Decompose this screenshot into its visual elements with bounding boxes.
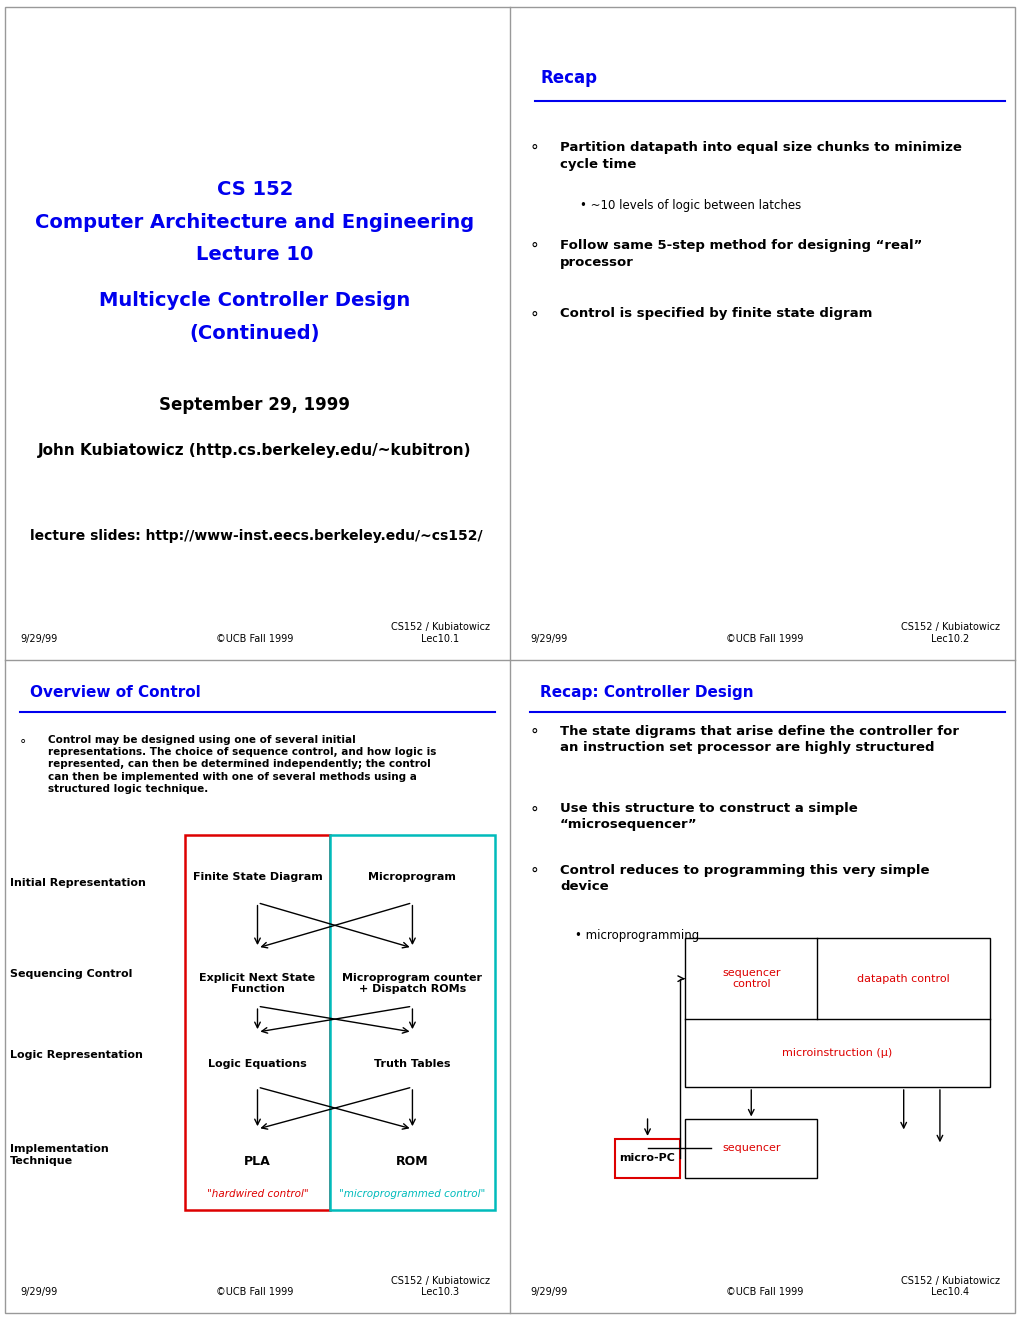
Text: CS 152: CS 152 (217, 180, 292, 199)
Bar (614, 1139, 680, 1177)
Text: ROM: ROM (395, 1155, 428, 1168)
Text: Implementation
Technique: Implementation Technique (10, 1144, 109, 1166)
Text: CS152 / Kubiatowicz
Lec10.3: CS152 / Kubiatowicz Lec10.3 (390, 1275, 489, 1298)
Text: °: ° (530, 867, 537, 882)
Text: Partition datapath into equal size chunks to minimize
cycle time: Partition datapath into equal size chunk… (559, 140, 961, 170)
Bar (685, 939, 988, 1088)
Text: • microprogramming: • microprogramming (575, 928, 699, 941)
Text: Follow same 5-step method for designing “real”
processor: Follow same 5-step method for designing … (559, 239, 921, 268)
Text: micro-PC: micro-PC (619, 1154, 675, 1163)
Text: Multicycle Controller Design: Multicycle Controller Design (99, 292, 411, 310)
Text: °: ° (530, 310, 537, 326)
Text: °: ° (20, 738, 26, 751)
Text: "microprogrammed control": "microprogrammed control" (339, 1189, 485, 1199)
Text: PLA: PLA (244, 1155, 271, 1168)
Text: microinstruction (μ): microinstruction (μ) (782, 1048, 892, 1059)
Text: CS152 / Kubiatowicz
Lec10.2: CS152 / Kubiatowicz Lec10.2 (900, 622, 999, 644)
Text: Microprogram counter
+ Dispatch ROMs: Microprogram counter + Dispatch ROMs (342, 973, 482, 994)
Text: sequencer: sequencer (721, 1143, 780, 1154)
Text: °: ° (530, 144, 537, 158)
Text: Microprogram: Microprogram (368, 871, 455, 882)
Text: (Continued): (Continued) (190, 323, 320, 343)
Text: Control reduces to programming this very simple
device: Control reduces to programming this very… (559, 863, 928, 892)
Text: ©UCB Fall 1999: ©UCB Fall 1999 (726, 1287, 803, 1298)
Text: Overview of Control: Overview of Control (31, 685, 201, 700)
Text: Initial Representation: Initial Representation (10, 878, 146, 888)
Text: °: ° (530, 729, 537, 743)
Text: John Kubiatowicz (http.cs.berkeley.edu/~kubitron): John Kubiatowicz (http.cs.berkeley.edu/~… (38, 444, 471, 458)
Text: °: ° (530, 805, 537, 821)
Text: 9/29/99: 9/29/99 (530, 634, 567, 644)
Bar (685, 1119, 816, 1177)
Text: Use this structure to construct a simple
“microsequencer”: Use this structure to construct a simple… (559, 803, 857, 832)
Text: 9/29/99: 9/29/99 (20, 1287, 57, 1298)
Text: Recap: Recap (540, 70, 596, 87)
Text: The state digrams that arise define the controller for
an instruction set proces: The state digrams that arise define the … (559, 725, 958, 754)
Text: Explicit Next State
Function: Explicit Next State Function (200, 973, 315, 994)
Text: Logic Equations: Logic Equations (208, 1060, 307, 1069)
Text: Control is specified by finite state digram: Control is specified by finite state dig… (559, 308, 871, 321)
Text: CS152 / Kubiatowicz
Lec10.4: CS152 / Kubiatowicz Lec10.4 (900, 1275, 999, 1298)
Text: September 29, 1999: September 29, 1999 (159, 396, 351, 414)
Text: Logic Representation: Logic Representation (10, 1049, 143, 1060)
Text: °: ° (530, 242, 537, 257)
Text: Computer Architecture and Engineering: Computer Architecture and Engineering (36, 213, 474, 232)
Text: 9/29/99: 9/29/99 (20, 634, 57, 644)
Text: 9/29/99: 9/29/99 (530, 1287, 567, 1298)
Text: "hardwired control": "hardwired control" (207, 1189, 308, 1199)
Text: ©UCB Fall 1999: ©UCB Fall 1999 (726, 634, 803, 644)
Text: Lecture 10: Lecture 10 (196, 246, 314, 264)
Text: Recap: Controller Design: Recap: Controller Design (540, 685, 753, 700)
Text: Sequencing Control: Sequencing Control (10, 969, 132, 979)
Text: Finite State Diagram: Finite State Diagram (193, 871, 322, 882)
Bar (184, 834, 330, 1210)
Text: sequencer
control: sequencer control (721, 968, 780, 990)
Text: • ~10 levels of logic between latches: • ~10 levels of logic between latches (580, 199, 801, 213)
Text: ©UCB Fall 1999: ©UCB Fall 1999 (216, 634, 293, 644)
Text: ©UCB Fall 1999: ©UCB Fall 1999 (216, 1287, 293, 1298)
Text: datapath control: datapath control (857, 974, 949, 983)
Text: Control may be designed using one of several initial
representations. The choice: Control may be designed using one of sev… (48, 734, 435, 795)
Text: lecture slides: http://www-inst.eecs.berkeley.edu/~cs152/: lecture slides: http://www-inst.eecs.ber… (31, 529, 482, 543)
Bar (330, 834, 494, 1210)
Text: Truth Tables: Truth Tables (374, 1060, 450, 1069)
Text: CS152 / Kubiatowicz
Lec10.1: CS152 / Kubiatowicz Lec10.1 (390, 622, 489, 644)
